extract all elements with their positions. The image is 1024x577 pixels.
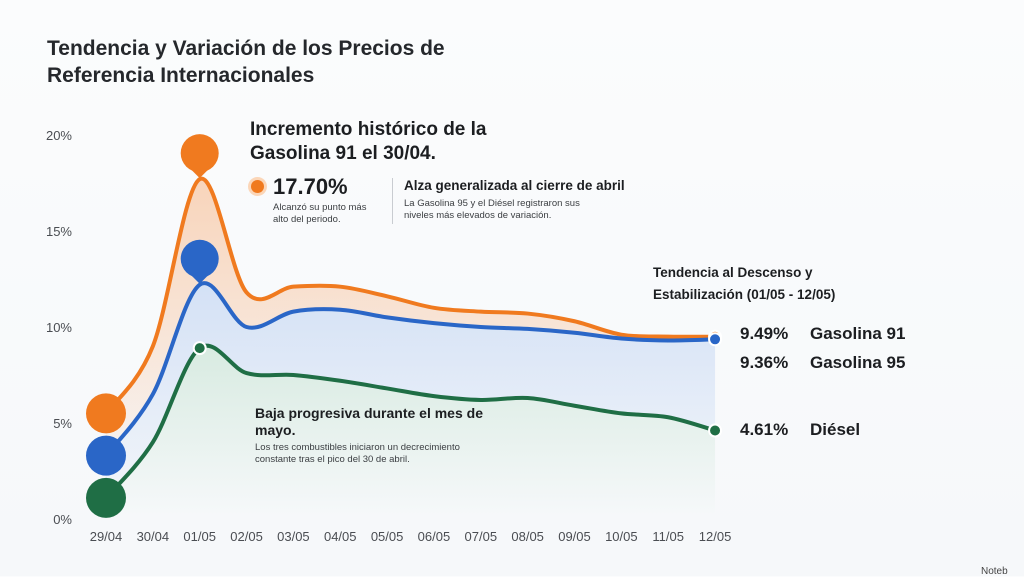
y-tick-label: 20%: [46, 128, 72, 143]
x-tick-label: 07/05: [465, 529, 498, 544]
baja-annotation-title: Baja progresiva durante el mes de mayo.: [255, 405, 483, 438]
end-label-diesel: 4.61% Diésel: [740, 420, 860, 440]
alza-description: La Gasolina 95 y el Diésel registraron s…: [404, 198, 580, 221]
x-tick-label: 03/05: [277, 529, 310, 544]
annotation-divider: [392, 178, 393, 224]
y-tick-label: 10%: [46, 320, 72, 335]
start-point-gasolina-95: [86, 435, 126, 476]
peak-marker-dot: [251, 180, 264, 193]
series-line-gasolina-95: [104, 281, 718, 458]
x-tick-label: 10/05: [605, 529, 638, 544]
x-tick-label: 29/04: [90, 529, 123, 544]
end-value: 4.61%: [740, 420, 789, 439]
end-series-name: Gasolina 91: [810, 324, 906, 343]
end-value: 9.36%: [740, 353, 789, 372]
y-tick-label: 15%: [46, 224, 72, 239]
end-label-gasolina-95: 9.36% Gasolina 95: [740, 353, 905, 373]
start-point-di-sel: [86, 477, 126, 518]
chart-title: Tendencia y Variación de los Precios de …: [47, 37, 445, 87]
y-tick-label: 5%: [53, 416, 72, 431]
x-tick-label: 01/05: [183, 529, 216, 544]
baja-description: Los tres combustibles iniciaron un decre…: [255, 442, 460, 465]
peak-pin-gasolina-91: [180, 134, 219, 173]
end-point-di-sel: [708, 423, 723, 438]
series-area-di-sel: [106, 345, 716, 519]
start-point-gasolina-91: [86, 393, 126, 434]
end-point-gasolina-95: [708, 332, 723, 347]
alza-annotation-title: Alza generalizada al cierre de abril: [404, 178, 625, 193]
peak-annotation-title: Incremento histórico de la Gasolina 91 e…: [250, 119, 487, 164]
x-tick-label: 11/05: [652, 529, 684, 544]
trend-annotation-title: Tendencia al Descenso y Estabilización (…: [653, 265, 836, 302]
brand-watermark: Noteb: [981, 566, 1008, 577]
end-label-gasolina-91: 9.49% Gasolina 91: [740, 324, 905, 344]
end-series-name: Diésel: [810, 420, 861, 439]
x-tick-label: 09/05: [558, 529, 591, 544]
peak-value: 17.70%: [273, 174, 348, 199]
x-tick-label: 02/05: [230, 529, 263, 544]
peak-point-di-sel: [192, 341, 207, 356]
x-tick-label: 12/05: [699, 529, 732, 544]
peak-pin-gasolina-95: [180, 239, 219, 278]
end-series-name: Gasolina 95: [810, 353, 906, 372]
series-area-gasolina-91: [106, 178, 716, 456]
x-tick-label: 04/05: [324, 529, 357, 544]
x-tick-label: 06/05: [418, 529, 451, 544]
end-value: 9.49%: [740, 324, 789, 343]
x-tick-label: 05/05: [371, 529, 404, 544]
x-tick-label: 08/05: [511, 529, 544, 544]
y-tick-label: 0%: [53, 512, 72, 527]
x-tick-label: 30/04: [137, 529, 170, 544]
peak-description: Alcanzó su punto más alto del periodo.: [273, 202, 367, 225]
series-line-gasolina-91: [104, 177, 718, 416]
